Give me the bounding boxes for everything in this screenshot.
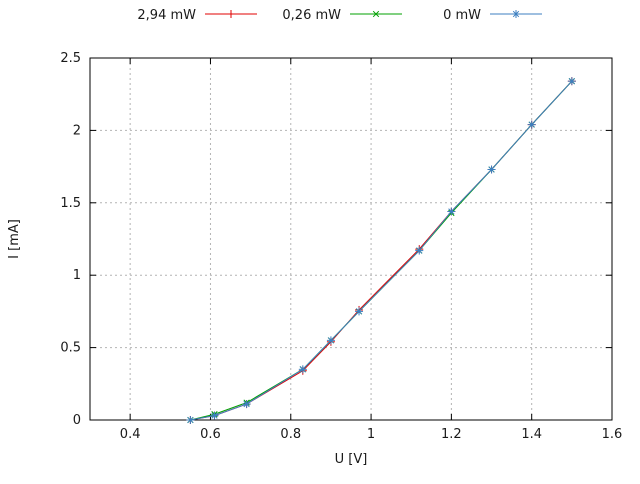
- y-axis-label: I [mA]: [7, 219, 22, 259]
- marker-asterisk: [567, 77, 576, 86]
- x-tick-label: 0.8: [280, 427, 301, 442]
- x-tick-label: 1.6: [602, 427, 623, 442]
- legend-label: 2,94 mW: [137, 8, 196, 23]
- y-tick-label: 1.5: [60, 196, 81, 211]
- marker-asterisk: [210, 411, 219, 420]
- y-tick-label: 2: [73, 123, 81, 138]
- marker-asterisk: [527, 120, 536, 129]
- marker-asterisk: [326, 336, 335, 345]
- legend-label: 0,26 mW: [282, 8, 341, 23]
- marker-asterisk: [298, 365, 307, 374]
- x-tick-label: 1.4: [521, 427, 542, 442]
- y-tick-label: 2.5: [60, 51, 81, 66]
- y-tick-label: 0.5: [60, 341, 81, 356]
- marker-asterisk: [186, 416, 195, 424]
- marker-plus: [227, 10, 235, 18]
- y-tick-label: 0: [73, 413, 81, 428]
- x-axis-label: U [V]: [335, 452, 368, 467]
- marker-asterisk: [512, 10, 520, 18]
- x-tick-label: 0.6: [200, 427, 221, 442]
- marker-asterisk: [355, 307, 364, 316]
- marker-asterisk: [242, 400, 251, 409]
- marker-x: [372, 10, 380, 18]
- marker-asterisk: [487, 165, 496, 174]
- plot-border: [89, 57, 613, 421]
- legend-label: 0 mW: [443, 8, 481, 23]
- y-tick-label: 1: [73, 268, 81, 283]
- marker-asterisk: [447, 207, 456, 216]
- x-tick-label: 0.4: [120, 427, 141, 442]
- x-tick-label: 1: [367, 427, 375, 442]
- marker-asterisk: [415, 246, 424, 255]
- x-tick-label: 1.2: [441, 427, 462, 442]
